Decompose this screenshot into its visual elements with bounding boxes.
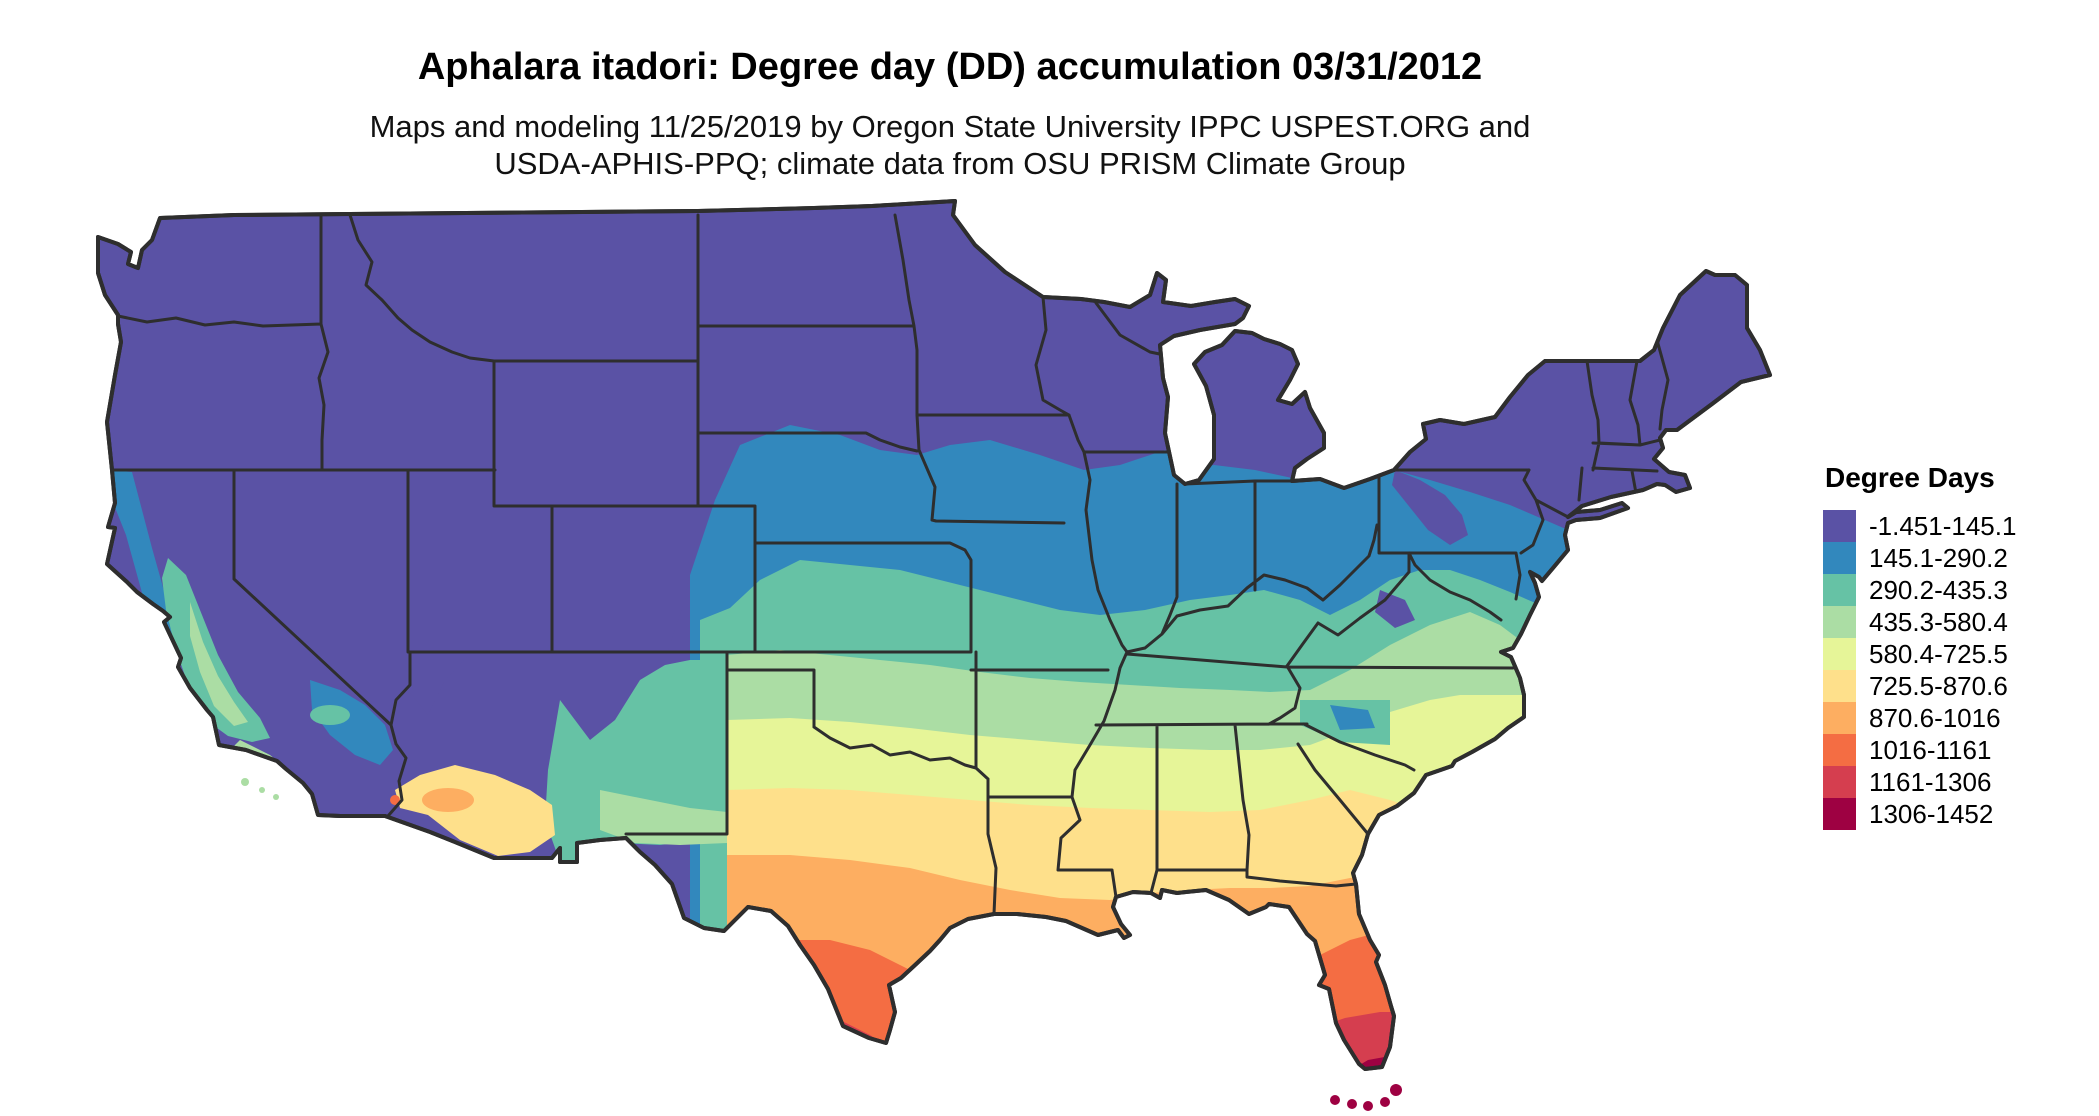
legend-entry: 435.3-580.4 [1823,606,2093,638]
legend-entry: 145.1-290.2 [1823,542,2093,574]
legend-entry: 1306-1452 [1823,798,2093,830]
legend-rows: -1.451-145.1 145.1-290.2 290.2-435.3 435.3-… [1823,510,2093,830]
page-subtitle: Maps and modeling 11/25/2019 by Oregon S… [0,108,1900,182]
legend-entry: 1161-1306 [1823,766,2093,798]
legend-entry: -1.451-145.1 [1823,510,2093,542]
legend-label: -1.451-145.1 [1869,510,2017,541]
legend: Degree Days -1.451-145.1 145.1-290.2 290.2… [1823,462,2093,830]
legend-swatch-icon [1823,510,1856,542]
legend-swatch-icon [1823,766,1856,798]
subtitle-line-2: USDA-APHIS-PPQ; climate data from OSU PR… [494,146,1406,181]
legend-label: 580.4-725.5 [1869,638,2008,669]
page-title: Aphalara itadori: Degree day (DD) accumu… [417,46,1483,88]
legend-swatch-icon [1823,798,1856,830]
legend-swatch-icon [1823,638,1856,670]
legend-label: 1016-1161 [1869,734,1992,765]
legend-entry: 725.5-870.6 [1823,670,2093,702]
legend-label: 870.6-1016 [1869,702,2001,733]
subtitle-line-1: Maps and modeling 11/25/2019 by Oregon S… [369,109,1531,144]
legend-entry: 870.6-1016 [1823,702,2093,734]
legend-label: 435.3-580.4 [1869,606,2008,637]
legend-entry: 580.4-725.5 [1823,638,2093,670]
legend-swatch-icon [1823,574,1856,606]
legend-swatch-icon [1823,606,1856,638]
legend-swatch-icon [1823,734,1856,766]
legend-label: 1161-1306 [1869,766,1992,797]
legend-label: 725.5-870.6 [1869,670,2008,701]
legend-entry: 290.2-435.3 [1823,574,2093,606]
legend-entry: 1016-1161 [1823,734,2093,766]
legend-title: Degree Days [1825,462,1995,493]
legend-label: 1306-1452 [1869,798,1994,829]
legend-label: 145.1-290.2 [1869,542,2008,573]
legend-swatch-icon [1823,702,1856,734]
offshore-islands [241,778,1402,1111]
legend-swatch-icon [1823,670,1856,702]
legend-label: 290.2-435.3 [1869,574,2008,605]
legend-swatch-icon [1823,542,1856,574]
